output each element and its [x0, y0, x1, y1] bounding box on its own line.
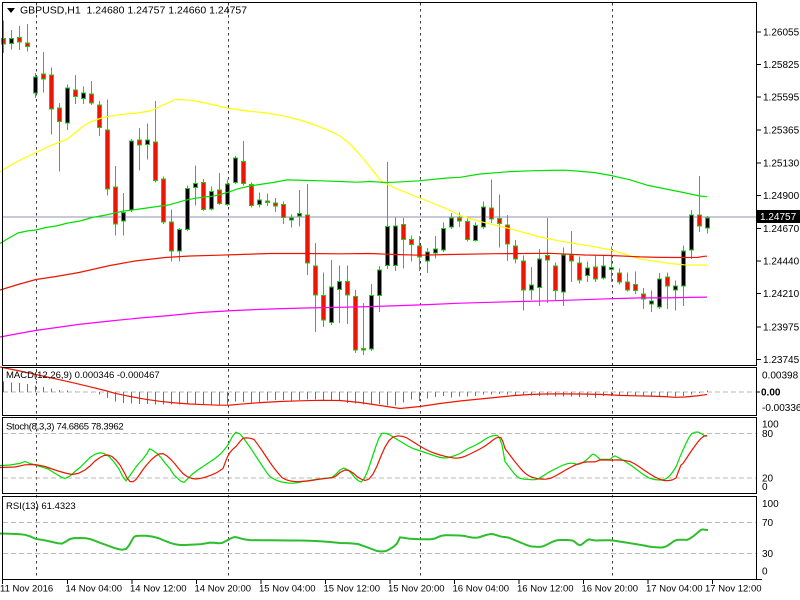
svg-text:0.00: 0.00: [761, 388, 781, 399]
svg-text:100: 100: [762, 420, 779, 431]
svg-text:20: 20: [762, 474, 774, 485]
svg-text:16 Nov 12:00: 16 Nov 12:00: [517, 584, 574, 595]
svg-text:-0.003363: -0.003363: [762, 403, 800, 414]
svg-text:100: 100: [762, 499, 779, 510]
svg-text:MACD(12,26,9) 0.000346 -0.0004: MACD(12,26,9) 0.000346 -0.000467: [6, 370, 160, 381]
svg-text:1.24440: 1.24440: [763, 256, 800, 267]
svg-text:Stoch(8,3,3) 74.6865 78.3962: Stoch(8,3,3) 74.6865 78.3962: [6, 422, 123, 433]
svg-text:14 Nov 20:00: 14 Nov 20:00: [195, 584, 252, 595]
svg-text:17 Nov 12:00: 17 Nov 12:00: [705, 584, 762, 595]
svg-text:15 Nov 20:00: 15 Nov 20:00: [388, 584, 445, 595]
svg-text:0.00398: 0.00398: [762, 371, 799, 382]
svg-text:GBPUSD,H1 1.24680 1.24757 1.2: GBPUSD,H1 1.24680 1.24757 1.24660 1.2475…: [20, 5, 247, 17]
svg-text:0: 0: [762, 482, 768, 493]
svg-text:80: 80: [762, 429, 774, 440]
svg-text:1.24210: 1.24210: [763, 289, 800, 300]
svg-text:1.24900: 1.24900: [763, 191, 800, 202]
svg-text:1.25825: 1.25825: [763, 60, 800, 71]
svg-text:16 Nov 04:00: 16 Nov 04:00: [453, 584, 510, 595]
svg-text:11 Nov 2016: 11 Nov 2016: [0, 584, 53, 595]
svg-text:1.24670: 1.24670: [763, 224, 800, 235]
svg-text:1.24757: 1.24757: [760, 212, 797, 223]
svg-text:16 Nov 20:00: 16 Nov 20:00: [582, 584, 639, 595]
svg-text:15 Nov 12:00: 15 Nov 12:00: [324, 584, 381, 595]
svg-text:0: 0: [762, 566, 768, 577]
svg-text:14 Nov 12:00: 14 Nov 12:00: [130, 584, 187, 595]
svg-text:1.25130: 1.25130: [763, 159, 800, 170]
svg-text:17 Nov 04:00: 17 Nov 04:00: [646, 584, 703, 595]
svg-text:70: 70: [762, 518, 774, 529]
svg-text:RSI(13) 61.4323: RSI(13) 61.4323: [6, 501, 76, 512]
svg-text:14 Nov 04:00: 14 Nov 04:00: [66, 584, 123, 595]
svg-text:1.23745: 1.23745: [763, 355, 800, 366]
svg-text:1.25365: 1.25365: [763, 125, 800, 136]
svg-text:15 Nov 04:00: 15 Nov 04:00: [259, 584, 316, 595]
svg-text:1.25595: 1.25595: [763, 93, 800, 104]
svg-text:30: 30: [762, 549, 774, 560]
svg-text:1.23975: 1.23975: [763, 322, 800, 333]
svg-text:1.26055: 1.26055: [763, 28, 800, 39]
